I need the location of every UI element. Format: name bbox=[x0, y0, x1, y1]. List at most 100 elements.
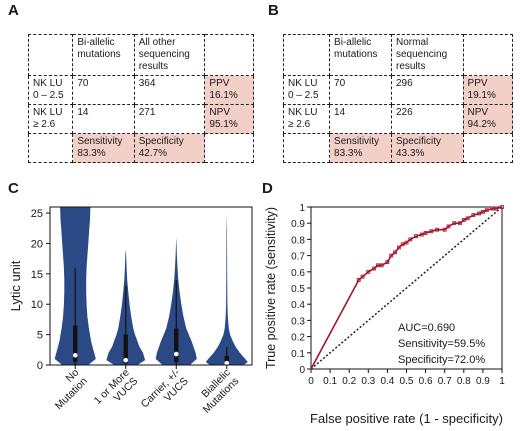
roc-point bbox=[400, 242, 405, 247]
y-tick-label: 10 bbox=[31, 299, 43, 311]
panel-letter-a: A bbox=[8, 2, 19, 19]
y-tick-label: 0 bbox=[299, 365, 305, 376]
violin-group-2 bbox=[155, 237, 197, 365]
roc-point bbox=[484, 208, 489, 213]
panel-letter-d: D bbox=[262, 180, 273, 197]
reference-diagonal bbox=[310, 206, 503, 370]
panel-letter-b: B bbox=[268, 2, 279, 19]
table-row: Bi-allelic mutations All other sequencing… bbox=[27, 34, 254, 76]
roc-point bbox=[442, 227, 447, 232]
roc-point bbox=[414, 234, 418, 239]
table-cell: PPV 16.1% bbox=[204, 75, 254, 105]
roc-point bbox=[379, 263, 384, 268]
x-tick-label: 0.8 bbox=[457, 376, 471, 387]
table-row: Sensitivity 83.3% Specificity 42.7% bbox=[27, 133, 254, 163]
roc-point bbox=[446, 224, 451, 229]
roc-point bbox=[393, 250, 397, 255]
violin-group-1 bbox=[106, 249, 146, 365]
y-tick-label: 0.8 bbox=[291, 235, 305, 246]
x-tick-label: 0.4 bbox=[380, 376, 394, 387]
roc-point bbox=[461, 218, 466, 222]
y-tick-label: 0.3 bbox=[291, 316, 305, 327]
y-tick-label: 0.7 bbox=[291, 252, 305, 263]
table-cell: NPV 95.1% bbox=[204, 104, 254, 134]
violin-iqr-box bbox=[224, 355, 229, 365]
x-tick-label: 0 bbox=[308, 376, 314, 387]
x-tick-label: 0.3 bbox=[361, 376, 375, 387]
roc-point bbox=[452, 221, 457, 226]
contingency-table-b: Bi-allelic mutations Normal sequencing re… bbox=[282, 34, 514, 163]
violin-group-0 bbox=[54, 207, 96, 365]
table-cell: 14 bbox=[329, 104, 392, 134]
roc-point bbox=[389, 253, 394, 258]
table-row: Bi-allelic mutations Normal sequencing re… bbox=[282, 34, 514, 76]
roc-point bbox=[435, 227, 439, 232]
roc-point bbox=[356, 277, 361, 282]
table-cell bbox=[282, 133, 331, 163]
roc-point bbox=[471, 213, 476, 218]
table-cell: Normal sequencing results bbox=[391, 34, 464, 76]
roc-point bbox=[408, 237, 413, 242]
y-tick-label: 0.6 bbox=[291, 268, 305, 279]
violin-median bbox=[72, 352, 78, 358]
table-row: Sensitivity 83.3% Specificity 43.3% bbox=[282, 133, 514, 163]
roc-point bbox=[385, 260, 390, 264]
violin-group-3 bbox=[205, 213, 248, 365]
violin-median bbox=[173, 351, 179, 357]
roc-point bbox=[429, 229, 434, 234]
table-cell: 70 bbox=[72, 75, 135, 105]
roc-point bbox=[480, 209, 485, 214]
table-cell: Sensitivity 83.3% bbox=[72, 133, 135, 163]
table-cell bbox=[462, 133, 514, 163]
roc-point bbox=[423, 231, 428, 235]
roc-point bbox=[458, 221, 462, 226]
y-tick-label: 0.4 bbox=[291, 300, 305, 311]
table-cell: 364 bbox=[133, 75, 206, 105]
x-tick-label: 0.5 bbox=[400, 376, 414, 387]
table-cell bbox=[204, 133, 254, 163]
violin-body bbox=[205, 213, 248, 365]
table-cell bbox=[204, 34, 254, 76]
table-cell: NK LU ≥ 2.6 bbox=[282, 104, 331, 134]
x-tick-label: 0.9 bbox=[476, 376, 490, 387]
roc-annotation: AUC=0.690 bbox=[398, 322, 455, 334]
roc-point bbox=[500, 205, 504, 209]
x-tick-label: 0.7 bbox=[438, 376, 452, 387]
y-tick-label: 0.9 bbox=[291, 219, 305, 230]
x-tick-label: 0.1 bbox=[323, 376, 337, 387]
table-row: NK LU 0 – 2.5 70 296 PPV 19.1% bbox=[282, 75, 514, 105]
roc-point bbox=[372, 266, 376, 271]
table-cell: Sensitivity 83.3% bbox=[329, 133, 392, 163]
table-cell bbox=[27, 133, 74, 163]
violin-iqr-box bbox=[73, 325, 78, 362]
y-tick-label: 0.1 bbox=[291, 349, 305, 360]
table-cell: Specificity 42.7% bbox=[133, 133, 206, 163]
table-cell: NK LU ≥ 2.6 bbox=[27, 104, 74, 134]
roc-point bbox=[375, 263, 380, 268]
y-tick-label: 0.5 bbox=[291, 284, 305, 295]
roc-annotation: Sensitivity=59.5% bbox=[398, 338, 485, 350]
violin-median bbox=[224, 360, 230, 365]
roc-point bbox=[465, 216, 470, 221]
violin-iqr-box bbox=[174, 328, 179, 362]
y-axis-label: Lytic unit bbox=[8, 260, 23, 311]
roc-point bbox=[360, 274, 365, 279]
y-tick-label: 25 bbox=[31, 208, 43, 220]
table-cell: All other sequencing results bbox=[133, 34, 206, 76]
roc-point bbox=[419, 232, 424, 237]
y-tick-label: 5 bbox=[37, 330, 43, 342]
table-cell: Specificity 43.3% bbox=[391, 133, 464, 163]
table-cell: 70 bbox=[329, 75, 392, 105]
x-tick-label: 1 bbox=[499, 376, 505, 387]
y-axis-label: True positive rate (sensitivity) bbox=[264, 207, 278, 369]
y-tick-label: 0 bbox=[37, 360, 43, 372]
plot-frame bbox=[49, 206, 253, 366]
y-tick-label: 20 bbox=[31, 238, 43, 250]
y-tick-label: 0.2 bbox=[291, 333, 305, 344]
table-cell: PPV 19.1% bbox=[462, 75, 514, 105]
roc-point bbox=[490, 206, 495, 211]
roc-point bbox=[494, 206, 499, 211]
roc-annotation: Specificity=72.0% bbox=[398, 354, 485, 366]
x-axis-label: False positive rate (1 - specificity) bbox=[310, 411, 503, 426]
